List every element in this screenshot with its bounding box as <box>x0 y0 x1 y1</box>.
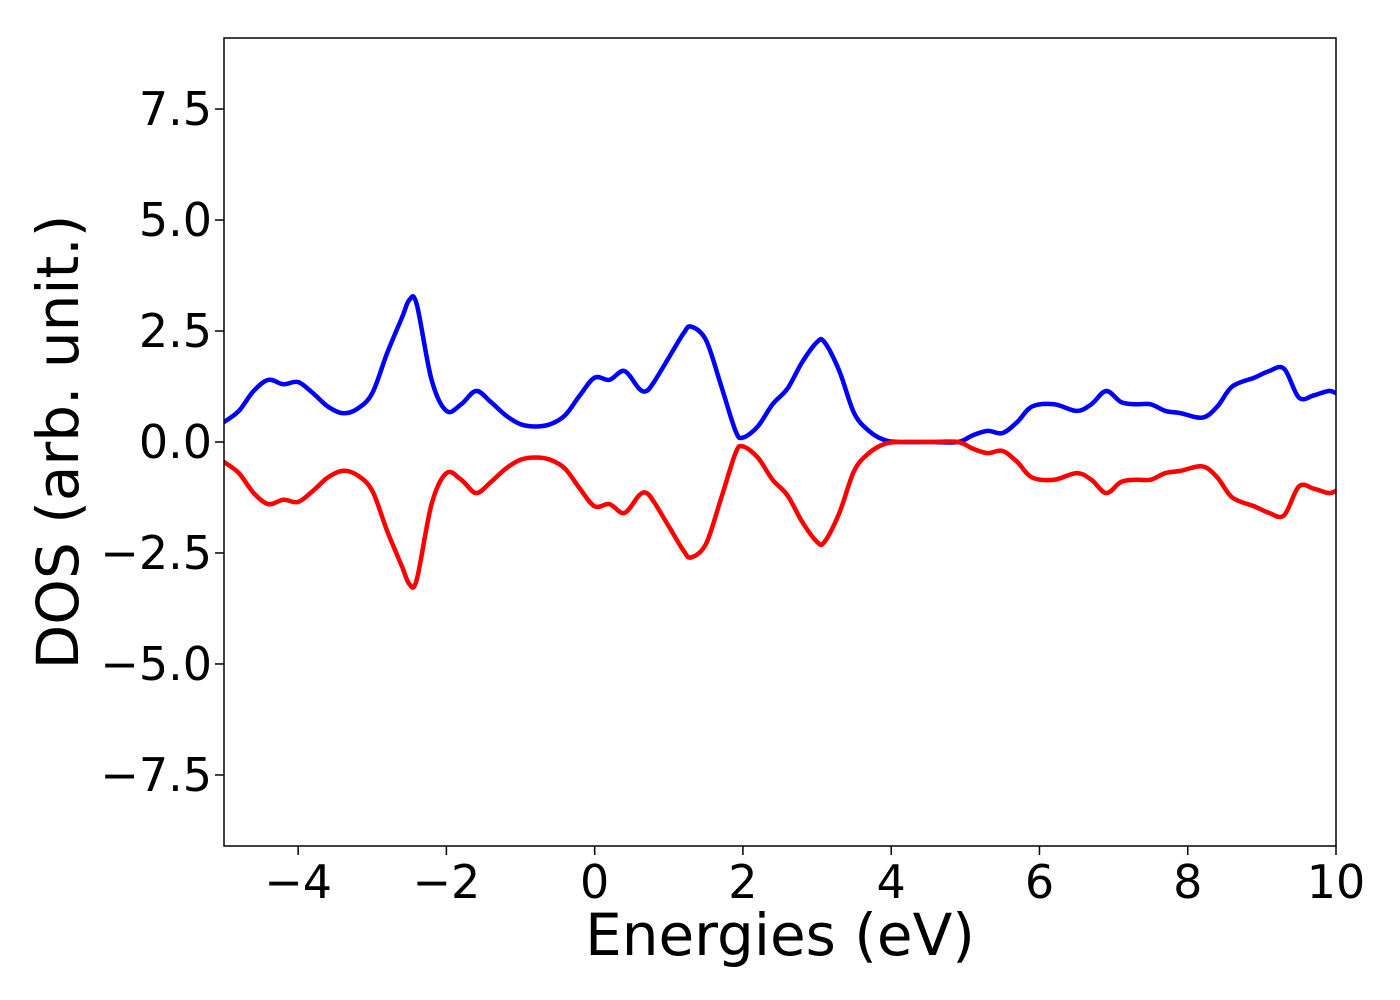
y-axis: 7.5 5.0 2.5 0.0 −2.5 −5.0 −7.5 <box>100 82 224 802</box>
x-tick-label: 10 <box>1307 855 1366 909</box>
x-axis-label: Energies (eV) <box>585 901 975 969</box>
x-axis: −4 −2 0 2 4 6 8 10 <box>264 846 1365 909</box>
y-tick-label: 5.0 <box>139 193 212 247</box>
y-tick-label: −7.5 <box>100 748 212 802</box>
x-tick-label: 2 <box>728 855 757 909</box>
x-tick-label: −4 <box>264 855 332 909</box>
y-axis-label: DOS (arb. unit.) <box>24 215 92 670</box>
y-tick-label: 2.5 <box>139 304 212 358</box>
series-line-1 <box>224 294 1336 445</box>
x-tick-label: −2 <box>412 855 480 909</box>
x-tick-label: 0 <box>580 855 609 909</box>
x-tick-label: 4 <box>877 855 906 909</box>
x-tick-label: 8 <box>1173 855 1202 909</box>
y-tick-label: −5.0 <box>100 637 212 691</box>
x-tick-label: 6 <box>1025 855 1054 909</box>
series-layer <box>224 294 1336 590</box>
y-tick-label: −2.5 <box>100 526 212 580</box>
y-tick-label: 0.0 <box>139 415 212 469</box>
plot-area <box>224 38 1336 846</box>
y-tick-label: 7.5 <box>139 82 212 136</box>
series-line-2 <box>224 439 1336 590</box>
